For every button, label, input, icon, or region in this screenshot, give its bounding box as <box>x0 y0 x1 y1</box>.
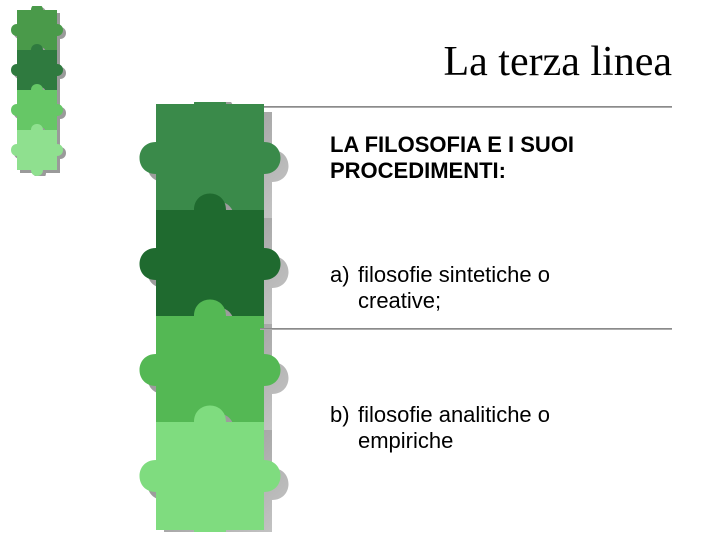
body-item-a: a)filosofie sintetiche o creative; <box>330 262 670 314</box>
mini-puzzle-strip <box>8 6 66 176</box>
big-puzzle-column <box>110 102 310 532</box>
item-marker: b) <box>330 402 358 428</box>
item-text-line1: filosofie analitiche o <box>358 402 550 427</box>
slide: La terza linea <box>0 0 720 540</box>
subtitle: LA FILOSOFIA E I SUOI PROCEDIMENTI: <box>330 132 670 184</box>
item-text-line2: empiriche <box>330 428 670 454</box>
body-item-b: b)filosofie analitiche o empiriche <box>330 402 670 454</box>
slide-title: La terza linea <box>444 38 673 86</box>
item-text-line1: filosofie sintetiche o <box>358 262 550 287</box>
title-underline <box>260 106 672 108</box>
item-text-line2: creative; <box>330 288 670 314</box>
item-marker: a) <box>330 262 358 288</box>
subtitle-text: LA FILOSOFIA E I SUOI PROCEDIMENTI: <box>330 132 574 183</box>
mid-underline <box>260 328 672 330</box>
